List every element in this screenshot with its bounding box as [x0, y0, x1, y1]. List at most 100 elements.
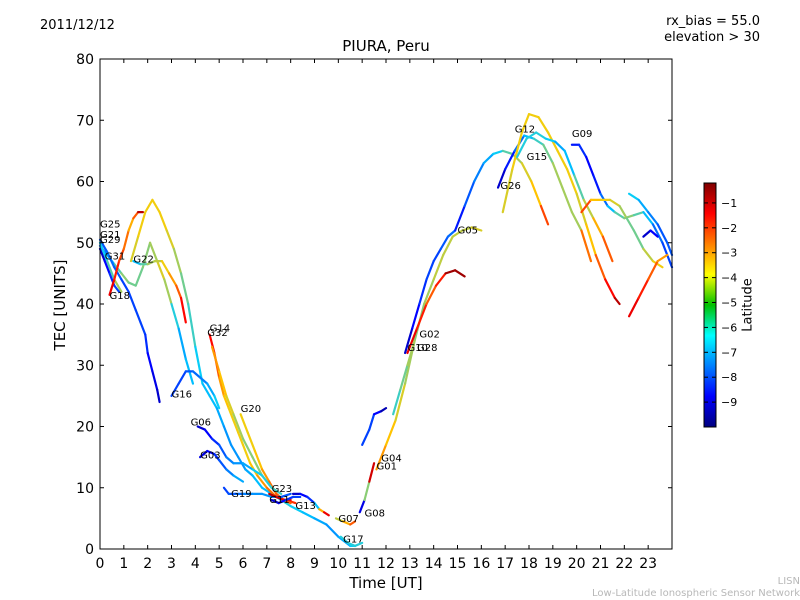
- x-tick-layer: 0 1 2 3 4 5 6 7 8 9 10 11 12 13 14 15 16 17 18 19 20 21 22 23: [96, 59, 657, 572]
- series-g18: [108, 211, 144, 296]
- series-segment: [225, 456, 235, 465]
- x-tick-label: 18: [520, 556, 538, 572]
- parameters-label: rx_bias = 55.0 elevation > 30: [664, 14, 760, 46]
- x-tick-label: 12: [377, 556, 395, 572]
- series-segment: [132, 211, 140, 220]
- series-segment: [134, 309, 142, 324]
- satellite-label: G21: [100, 230, 120, 241]
- series-segment: [98, 241, 109, 263]
- series-segment: [146, 260, 156, 266]
- series-segment: [432, 253, 445, 281]
- series-segment: [649, 229, 659, 238]
- series-segment: [542, 143, 554, 165]
- series-segment: [425, 260, 435, 281]
- x-tick-label: 23: [639, 556, 657, 572]
- series-segment: [253, 449, 264, 471]
- series-g20: [239, 413, 292, 505]
- series-segment: [251, 474, 264, 489]
- series-g12: [501, 113, 621, 306]
- satellite-label: G19: [231, 489, 251, 500]
- x-tick-label: 13: [401, 556, 419, 572]
- series-segment: [394, 382, 407, 422]
- series-segment: [113, 260, 121, 281]
- series-segment: [492, 149, 504, 156]
- series-segment: [251, 456, 264, 477]
- series-segment: [334, 517, 345, 523]
- series-segment: [206, 382, 216, 397]
- satellite-label: G25: [100, 219, 120, 230]
- series-segment: [651, 260, 664, 269]
- series-g30: [627, 192, 674, 257]
- series-segment: [148, 241, 159, 263]
- series-segment: [434, 272, 447, 287]
- y-tick-label: 80: [76, 52, 94, 68]
- series-segment: [554, 140, 566, 152]
- series-segment: [232, 413, 245, 440]
- series-segment: [451, 229, 464, 238]
- series-segment: [170, 382, 180, 397]
- series-segment: [210, 437, 221, 446]
- series-segment: [98, 247, 106, 263]
- series-segment: [535, 131, 547, 140]
- series-segment: [156, 388, 161, 404]
- series-segment: [313, 501, 321, 511]
- series-segment: [647, 260, 659, 281]
- series-segment: [358, 498, 366, 514]
- x-tick-label: 19: [544, 556, 562, 572]
- colorbar: [703, 182, 717, 428]
- y-tick-label: 30: [76, 358, 94, 374]
- series-segment: [277, 498, 287, 505]
- elevation-label: elevation > 30: [664, 30, 760, 45]
- x-tick-label: 6: [239, 556, 248, 572]
- series-g01: [361, 407, 388, 446]
- series-segment: [520, 113, 531, 134]
- series-segment: [144, 198, 154, 214]
- series-segment: [129, 235, 140, 263]
- series-segment: [206, 449, 216, 456]
- series-segment: [256, 474, 268, 489]
- series-segment: [403, 327, 414, 355]
- series-segment: [501, 168, 514, 214]
- series-segment: [637, 278, 650, 299]
- x-tick-label: 15: [449, 556, 467, 572]
- series-segment: [363, 480, 371, 502]
- chart-title: PIURA, Peru: [342, 37, 430, 55]
- series-segment: [642, 229, 652, 238]
- series-segment: [594, 253, 607, 281]
- series-segment: [337, 535, 352, 548]
- series-segment: [222, 425, 233, 446]
- y-tick-layer: 0 10 20 30 40 50 60 70 80: [76, 52, 672, 558]
- series-segment: [606, 204, 616, 214]
- series-segment: [260, 492, 273, 499]
- series-segment: [179, 296, 187, 324]
- series-segment: [225, 394, 235, 416]
- series-segment: [251, 468, 264, 477]
- series-segment: [222, 486, 230, 495]
- x-tick-label: 21: [592, 556, 610, 572]
- series-g06: [196, 425, 283, 495]
- y-tick-label: 0: [85, 542, 94, 558]
- series-g11: [270, 495, 302, 505]
- series-segment: [530, 180, 543, 208]
- series-segment: [151, 370, 159, 391]
- series-segment: [191, 370, 202, 379]
- series-segment: [299, 492, 309, 499]
- satellite-label: G18: [110, 291, 130, 302]
- x-tick-label: 9: [310, 556, 319, 572]
- series-segment: [241, 437, 254, 459]
- series-segment: [98, 238, 109, 254]
- y-tick-label: 60: [76, 175, 94, 191]
- series-segment: [172, 247, 183, 275]
- series-segment: [642, 247, 655, 263]
- series-segment: [613, 296, 621, 306]
- series-segment: [384, 419, 397, 446]
- series-g27: [580, 198, 664, 269]
- series-segment: [168, 272, 178, 287]
- series-segment: [117, 247, 125, 263]
- x-tick-label: 20: [568, 556, 586, 572]
- x-tick-label: 5: [215, 556, 224, 572]
- series-segment: [632, 229, 645, 250]
